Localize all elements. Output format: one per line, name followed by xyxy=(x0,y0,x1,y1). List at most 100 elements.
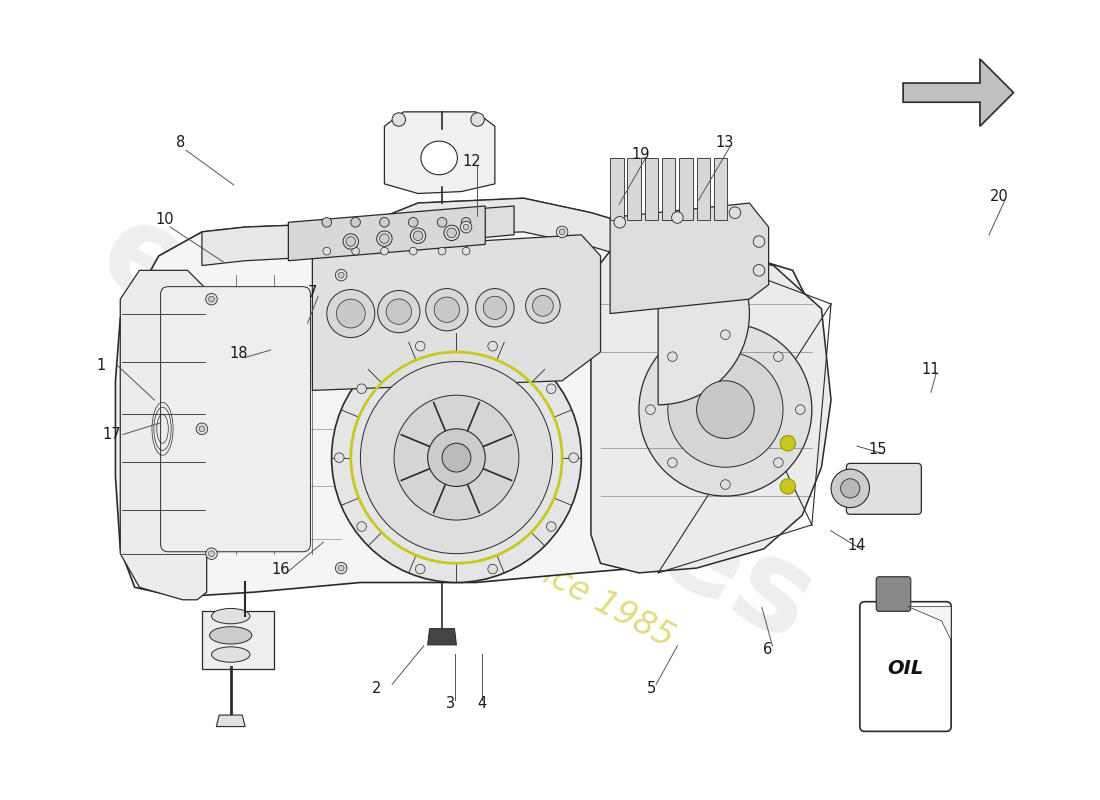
Text: 18: 18 xyxy=(230,346,249,362)
Polygon shape xyxy=(302,206,514,254)
Circle shape xyxy=(416,564,425,574)
Text: 12: 12 xyxy=(462,154,481,170)
Polygon shape xyxy=(610,203,769,314)
Circle shape xyxy=(488,342,497,351)
Ellipse shape xyxy=(211,609,250,624)
Polygon shape xyxy=(202,198,696,270)
Circle shape xyxy=(408,218,418,227)
Circle shape xyxy=(434,297,460,322)
Circle shape xyxy=(773,352,783,362)
Bar xyxy=(662,158,675,220)
Circle shape xyxy=(346,237,355,246)
Circle shape xyxy=(462,247,470,255)
Circle shape xyxy=(832,469,869,507)
Circle shape xyxy=(410,228,426,243)
Circle shape xyxy=(526,289,560,323)
Circle shape xyxy=(206,548,218,559)
Polygon shape xyxy=(591,242,832,573)
Circle shape xyxy=(437,218,447,227)
Circle shape xyxy=(840,478,860,498)
Circle shape xyxy=(334,453,344,462)
Polygon shape xyxy=(217,715,245,726)
Circle shape xyxy=(377,290,420,333)
Circle shape xyxy=(209,551,214,557)
Text: 20: 20 xyxy=(990,189,1009,204)
Bar xyxy=(696,158,710,220)
Text: eurospares: eurospares xyxy=(79,190,834,668)
Circle shape xyxy=(720,330,730,339)
Text: 19: 19 xyxy=(631,146,650,162)
Circle shape xyxy=(475,289,514,327)
Bar xyxy=(680,158,693,220)
Circle shape xyxy=(447,228,456,238)
Circle shape xyxy=(557,226,568,238)
Ellipse shape xyxy=(421,141,458,174)
Circle shape xyxy=(352,247,360,255)
Circle shape xyxy=(463,224,469,230)
Text: 8: 8 xyxy=(176,135,186,150)
Circle shape xyxy=(199,426,205,432)
Text: 2: 2 xyxy=(372,681,381,696)
Circle shape xyxy=(361,362,552,554)
Ellipse shape xyxy=(210,626,252,644)
Circle shape xyxy=(569,453,579,462)
Text: 13: 13 xyxy=(716,135,734,150)
Text: 11: 11 xyxy=(922,362,940,377)
Polygon shape xyxy=(116,198,822,597)
Circle shape xyxy=(547,384,557,394)
Circle shape xyxy=(720,480,730,490)
FancyBboxPatch shape xyxy=(877,577,911,611)
FancyBboxPatch shape xyxy=(846,463,922,514)
Circle shape xyxy=(336,270,346,281)
Circle shape xyxy=(471,113,484,126)
Bar xyxy=(645,158,658,220)
Polygon shape xyxy=(288,206,485,261)
Text: 14: 14 xyxy=(848,538,866,554)
FancyBboxPatch shape xyxy=(161,286,310,552)
Circle shape xyxy=(488,564,497,574)
Circle shape xyxy=(639,323,812,496)
Circle shape xyxy=(206,294,218,305)
Circle shape xyxy=(322,218,331,227)
Text: 10: 10 xyxy=(155,212,174,227)
Circle shape xyxy=(343,234,359,249)
Circle shape xyxy=(532,295,553,316)
Circle shape xyxy=(729,207,740,218)
Text: OIL: OIL xyxy=(887,659,923,678)
Circle shape xyxy=(356,522,366,531)
Circle shape xyxy=(428,429,485,486)
Text: a passion for cars since 1985: a passion for cars since 1985 xyxy=(233,396,680,654)
Circle shape xyxy=(442,443,471,472)
Circle shape xyxy=(209,296,214,302)
FancyBboxPatch shape xyxy=(860,602,952,731)
Text: 4: 4 xyxy=(477,696,486,711)
Circle shape xyxy=(547,522,557,531)
Circle shape xyxy=(461,218,471,227)
Polygon shape xyxy=(120,270,207,600)
Circle shape xyxy=(672,212,683,223)
Polygon shape xyxy=(428,629,456,645)
Text: 3: 3 xyxy=(446,696,454,711)
Circle shape xyxy=(754,265,764,276)
Circle shape xyxy=(773,458,783,467)
Circle shape xyxy=(351,218,361,227)
Circle shape xyxy=(409,247,417,255)
Circle shape xyxy=(336,562,346,574)
Polygon shape xyxy=(312,234,601,390)
Bar xyxy=(627,158,641,220)
Text: 1: 1 xyxy=(97,358,107,373)
Circle shape xyxy=(356,384,366,394)
Circle shape xyxy=(386,299,411,324)
Text: 7: 7 xyxy=(308,285,318,300)
Circle shape xyxy=(339,566,344,571)
Text: 6: 6 xyxy=(762,642,772,658)
Circle shape xyxy=(414,231,422,241)
Circle shape xyxy=(331,333,581,582)
Circle shape xyxy=(438,247,446,255)
Circle shape xyxy=(483,296,506,319)
Circle shape xyxy=(668,352,678,362)
Circle shape xyxy=(668,352,783,467)
Polygon shape xyxy=(908,606,952,640)
Text: 16: 16 xyxy=(272,562,290,577)
Circle shape xyxy=(379,218,389,227)
